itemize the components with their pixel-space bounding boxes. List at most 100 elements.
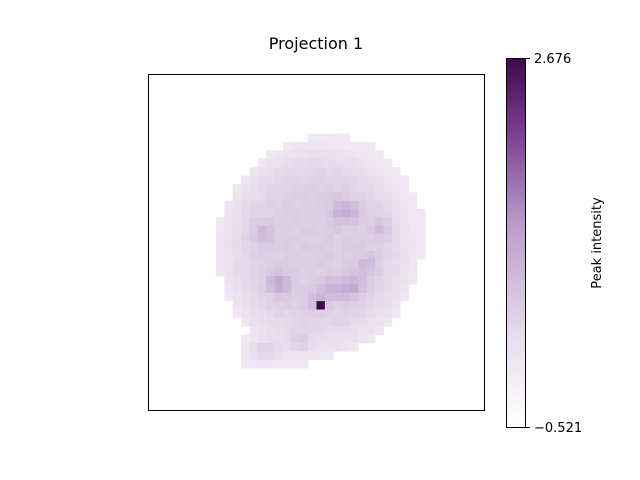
heatmap-cell [375, 317, 384, 327]
heatmap-cell [400, 242, 409, 252]
heatmap-cell [400, 209, 409, 218]
heatmap-cell [341, 234, 351, 243]
heatmap-cell [417, 242, 426, 252]
heatmap-cell [274, 242, 284, 252]
heatmap-cell [299, 309, 309, 319]
heatmap-cell [350, 234, 359, 243]
heatmap-cell [266, 158, 275, 168]
heatmap-cell [383, 267, 393, 277]
heatmap-cell [291, 192, 301, 201]
heatmap-cell [316, 234, 326, 243]
heatmap-cell [350, 150, 359, 160]
heatmap-cell [383, 158, 393, 168]
heatmap-cell [366, 200, 376, 210]
heatmap-cell [241, 334, 250, 344]
heatmap-cell [333, 234, 342, 243]
heatmap-cell [249, 200, 259, 210]
heatmap-cell [308, 217, 317, 227]
heatmap-cell [383, 200, 393, 210]
heatmap-cell [391, 167, 401, 176]
heatmap-cell [366, 242, 376, 252]
heatmap-cell [224, 284, 234, 294]
heatmap-cell [417, 250, 426, 260]
heatmap-cell [333, 200, 342, 210]
heatmap-cell [358, 217, 368, 227]
heatmap-cell [291, 343, 301, 352]
heatmap-cell [358, 276, 368, 285]
heatmap-cell [366, 167, 376, 176]
heatmap-cell [291, 175, 301, 185]
heatmap-cell [216, 225, 225, 235]
heatmap-cell [341, 301, 351, 310]
heatmap-cell [383, 217, 393, 227]
heatmap-cell [283, 267, 292, 277]
heatmap-cell [324, 317, 334, 327]
heatmap-cell [400, 284, 409, 294]
heatmap-cell [375, 242, 384, 252]
heatmap-cell [408, 217, 418, 227]
heatmap-cell [257, 158, 267, 168]
heatmap-cell [308, 343, 317, 352]
heatmap-cell [366, 292, 376, 302]
heatmap-cell [283, 217, 292, 227]
heatmap-cell [375, 276, 384, 285]
heatmap-cell [358, 175, 368, 185]
heatmap-cell [216, 259, 225, 268]
heatmap-cell [266, 225, 275, 235]
heatmap-cell [366, 183, 376, 193]
heatmap-cell [366, 317, 376, 327]
heatmap-cell [274, 200, 284, 210]
heatmap-cell [417, 225, 426, 235]
heatmap-cell [341, 292, 351, 302]
heatmap-cell [375, 284, 384, 294]
heatmap-cell [350, 317, 359, 327]
heatmap-cell [375, 209, 384, 218]
heatmap-cell [391, 267, 401, 277]
heatmap-cell [350, 217, 359, 227]
heatmap-cell [358, 234, 368, 243]
heatmap-cell [350, 142, 359, 151]
heatmap-cell [408, 267, 418, 277]
heatmap-cell [333, 150, 342, 160]
heatmap-cell [358, 192, 368, 201]
heatmap-cell [316, 301, 326, 310]
heatmap-cell [266, 309, 275, 319]
heatmap-cell [366, 142, 376, 151]
heatmap-cell [241, 225, 250, 235]
heatmap-cell [333, 209, 342, 218]
heatmap-cell [333, 292, 342, 302]
heatmap-cell [408, 209, 418, 218]
heatmap-cell [333, 142, 342, 151]
heatmap-cell [316, 133, 326, 143]
heatmap-cell [241, 242, 250, 252]
heatmap-cell [308, 292, 317, 302]
heatmap-cell [366, 259, 376, 268]
plot-frame [148, 74, 485, 411]
heatmap-cell [283, 284, 292, 294]
heatmap-cell [324, 209, 334, 218]
heatmap-cell [257, 309, 267, 319]
heatmap-cell [241, 250, 250, 260]
heatmap-cell [241, 284, 250, 294]
heatmap-cell [299, 217, 309, 227]
heatmap-cell [274, 292, 284, 302]
heatmap-cell [316, 259, 326, 268]
heatmap-cell [350, 267, 359, 277]
heatmap-cell [291, 209, 301, 218]
heatmap-cell [316, 267, 326, 277]
heatmap-cell [333, 167, 342, 176]
heatmap-cell [383, 276, 393, 285]
heatmap-cell [358, 242, 368, 252]
heatmap-cell [350, 200, 359, 210]
heatmap-cell [341, 175, 351, 185]
heatmap-cell [216, 250, 225, 260]
heatmap-cell [291, 267, 301, 277]
heatmap-cell [274, 167, 284, 176]
heatmap-cell [241, 276, 250, 285]
heatmap-cell [274, 267, 284, 277]
heatmap-cell [241, 301, 250, 310]
heatmap-cell [324, 343, 334, 352]
heatmap-cell [241, 209, 250, 218]
heatmap-cell [241, 259, 250, 268]
heatmap-cell [299, 292, 309, 302]
